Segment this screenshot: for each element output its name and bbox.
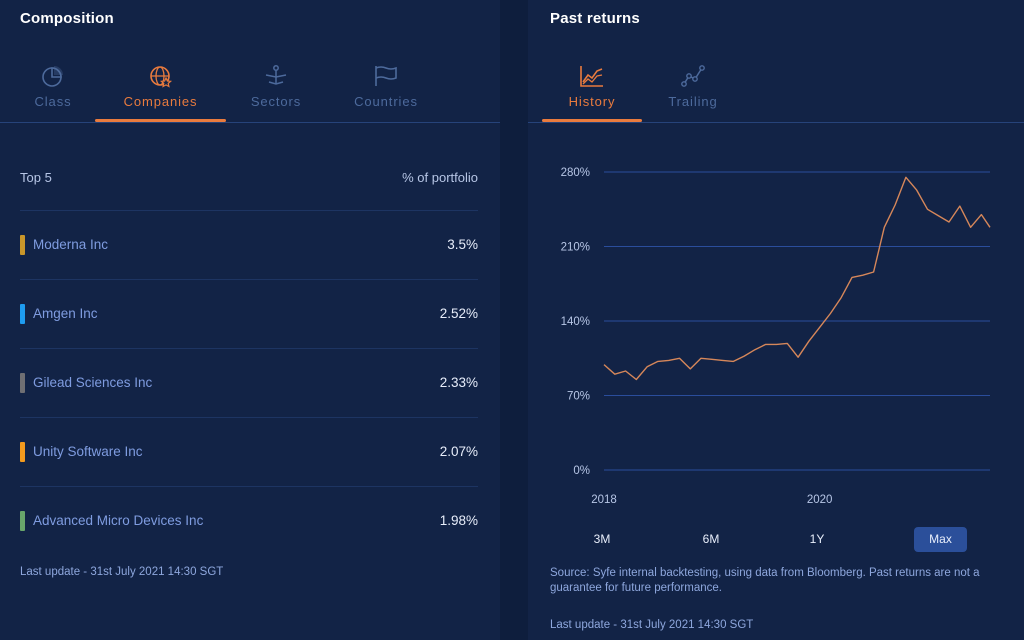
flag-icon [375, 66, 397, 86]
holding-row: Moderna Inc 3.5% [20, 210, 478, 279]
tab-class-label: Class [34, 94, 72, 109]
y-tick-label: 0% [573, 465, 590, 477]
composition-last-update: Last update - 31st July 2021 14:30 SGT [20, 566, 224, 578]
holding-color-swatch [20, 442, 25, 462]
tab-companies[interactable]: Companies [95, 60, 226, 122]
y-tick-label: 280% [561, 167, 590, 179]
range-max-button[interactable]: Max [914, 527, 967, 552]
y-tick-label: 210% [561, 242, 590, 254]
tab-history-label: History [568, 94, 616, 109]
past-returns-panel: Past returns History Trailing 280% 210% 14… [528, 0, 1024, 640]
tab-countries-label: Countries [354, 94, 418, 109]
line-chart-icon [580, 66, 603, 87]
past-returns-last-update: Last update - 31st July 2021 14:30 SGT [550, 619, 754, 631]
globe-star-icon [149, 66, 172, 88]
network-icon [265, 65, 287, 85]
holding-percent: 1.98% [439, 513, 478, 528]
range-1y-button[interactable]: 1Y [809, 532, 825, 546]
past-returns-tabs: History Trailing [528, 60, 1024, 123]
composition-panel: Composition Class Companies [0, 0, 500, 640]
tab-trailing-label: Trailing [668, 94, 718, 109]
tab-sectors[interactable]: Sectors [240, 60, 312, 121]
holding-color-swatch [20, 235, 25, 255]
active-tab-underline [95, 119, 226, 122]
holding-percent: 3.5% [447, 237, 478, 252]
y-tick-label: 140% [561, 316, 590, 328]
range-3m-button[interactable]: 3M [593, 532, 611, 546]
y-tick-label: 70% [567, 391, 590, 403]
pie-chart-icon [42, 66, 63, 87]
tab-countries[interactable]: Countries [345, 60, 427, 121]
holding-name[interactable]: Advanced Micro Devices Inc [33, 513, 204, 528]
holding-name[interactable]: Unity Software Inc [33, 444, 143, 459]
composition-title: Composition [20, 10, 114, 27]
tab-sectors-label: Sectors [250, 94, 302, 109]
tab-trailing[interactable]: Trailing [656, 60, 730, 121]
holdings-list: Moderna Inc 3.5% Amgen Inc 2.52% Gilead … [20, 210, 478, 555]
trend-dots-icon [681, 65, 705, 87]
x-tick-label: 2020 [807, 494, 833, 506]
tab-history[interactable]: History [542, 60, 642, 122]
x-tick-label: 2018 [591, 494, 617, 506]
table-header-top5: Top 5 [20, 170, 52, 185]
holding-color-swatch [20, 373, 25, 393]
holding-row: Unity Software Inc 2.07% [20, 417, 478, 486]
holding-name[interactable]: Moderna Inc [33, 237, 109, 252]
holding-color-swatch [20, 304, 25, 324]
active-tab-underline [542, 119, 642, 122]
holding-name[interactable]: Gilead Sciences Inc [33, 375, 153, 390]
composition-tabs: Class Companies Sectors [0, 60, 500, 123]
holding-color-swatch [20, 511, 25, 531]
holding-name[interactable]: Amgen Inc [33, 306, 98, 321]
range-6m-button[interactable]: 6M [702, 532, 720, 546]
holding-row: Amgen Inc 2.52% [20, 279, 478, 348]
table-header-percent: % of portfolio [402, 170, 478, 185]
returns-line [603, 176, 991, 381]
tab-class[interactable]: Class [20, 60, 86, 121]
past-returns-title: Past returns [550, 10, 640, 27]
returns-chart: 280% 210% 140% 70% 0% 2018 2020 [561, 167, 991, 506]
tab-companies-label: Companies [123, 94, 198, 109]
source-note: Source: Syfe internal backtesting, using… [550, 567, 980, 594]
holding-row: Gilead Sciences Inc 2.33% [20, 348, 478, 417]
table-header: Top 5 % of portfolio [20, 170, 478, 185]
holding-percent: 2.07% [439, 444, 478, 459]
holding-row: Advanced Micro Devices Inc 1.98% [20, 486, 478, 555]
holding-percent: 2.33% [439, 375, 478, 390]
holding-percent: 2.52% [439, 306, 478, 321]
